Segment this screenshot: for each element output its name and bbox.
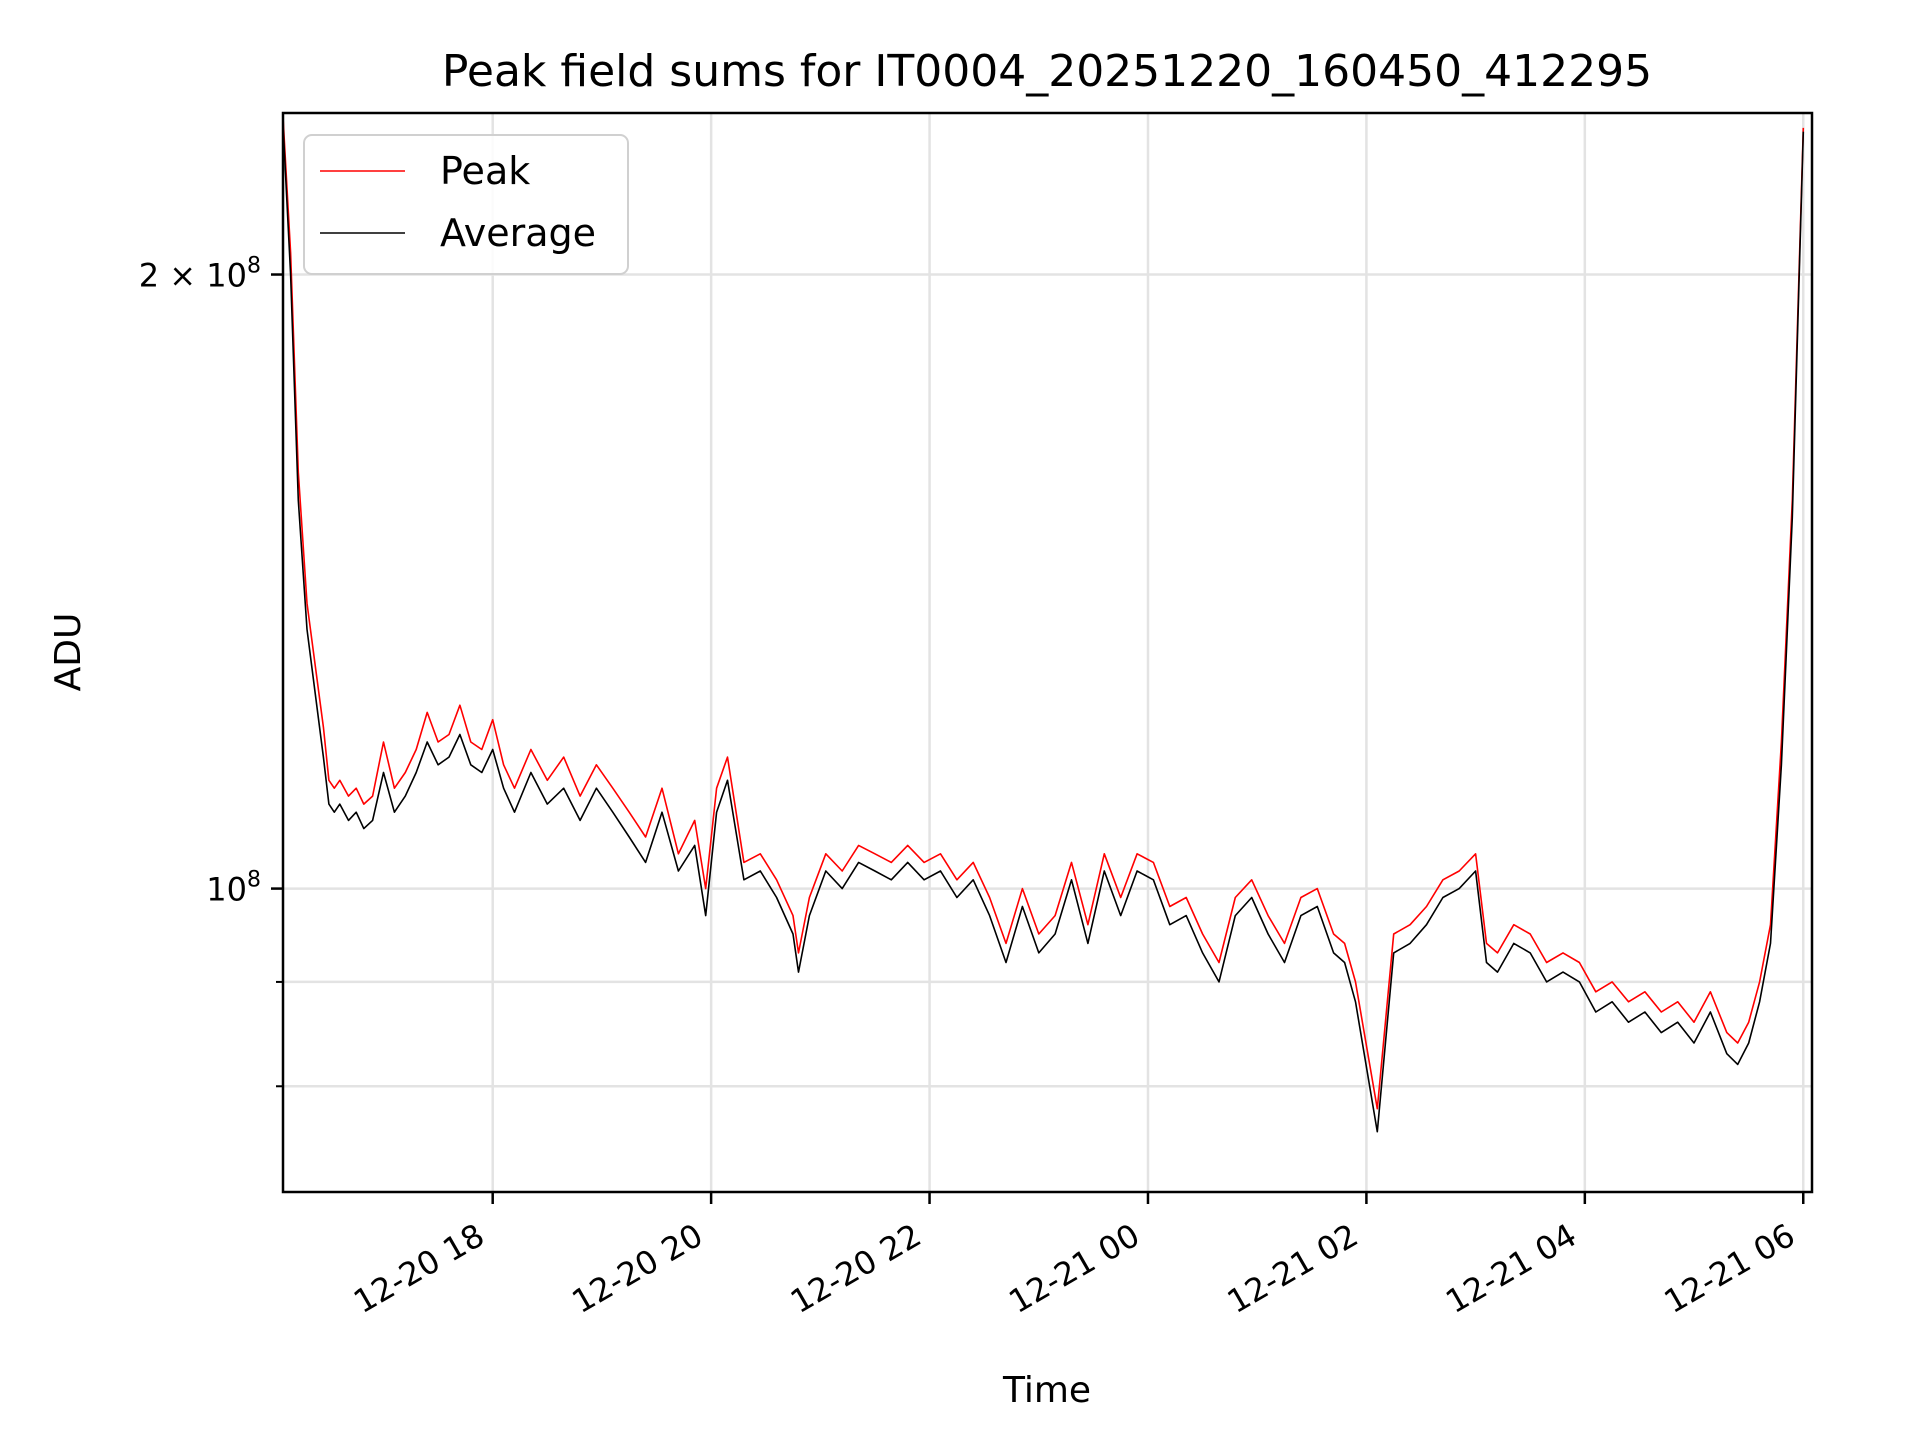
x-tick-label: 12-20 22 [784, 1216, 928, 1321]
y-axis-label: ADU [48, 613, 89, 692]
legend-box [303, 134, 629, 275]
y-tick-label-exponent: 8 [247, 868, 261, 893]
chart-title: Peak field sums for IT0004_20251220_1604… [442, 46, 1652, 97]
x-tick-label: 12-21 06 [1658, 1216, 1802, 1321]
y-tick-label-exponent: 8 [247, 254, 261, 279]
x-tick-label: 12-21 02 [1221, 1216, 1365, 1321]
y-tick-label: 108 [206, 868, 261, 909]
plot-frame [281, 111, 1814, 1194]
series-line-peak [282, 116, 1805, 1110]
y-tick-label-base: 2 × 10 [139, 257, 247, 295]
legend-label-average: Average [440, 211, 596, 255]
y-tick-label: 2 × 108 [139, 254, 261, 295]
x-tick-layer: 12-20 18 12-20 20 12-20 22 12-21 00 12-21 02… [347, 1192, 1805, 1321]
y-tick-label-base: 10 [206, 871, 247, 909]
series-line-average [282, 124, 1805, 1133]
series-layer [282, 116, 1805, 1133]
x-tick-label: 12-21 04 [1439, 1216, 1583, 1321]
legend-label-peak: Peak [440, 149, 530, 193]
x-axis-label: Time [1002, 1370, 1091, 1411]
grid-layer [283, 113, 1812, 1192]
x-tick-label: 12-21 00 [1002, 1216, 1146, 1321]
x-tick-label: 12-20 18 [347, 1216, 491, 1321]
legend: Peak Average [303, 134, 629, 275]
x-tick-label: 12-20 20 [566, 1216, 710, 1321]
